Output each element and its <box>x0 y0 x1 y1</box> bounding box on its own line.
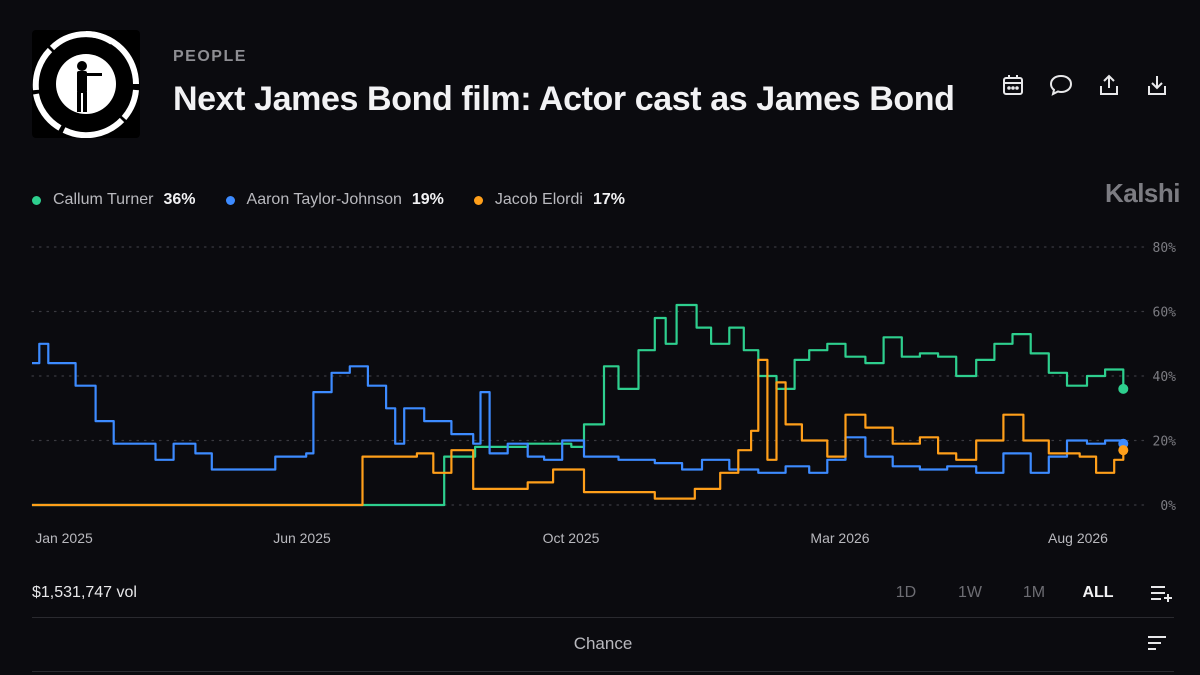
range-1w-button[interactable]: 1W <box>958 584 982 601</box>
toolbar <box>996 70 1174 100</box>
sort-icon[interactable] <box>1146 634 1168 652</box>
volume-label: $1,531,747 vol <box>32 584 137 601</box>
legend-item-callum-turner[interactable]: Callum Turner 36% <box>32 191 196 209</box>
legend-item-aaron-taylor-johnson[interactable]: Aaron Taylor-Johnson 19% <box>225 191 444 209</box>
download-icon <box>1148 76 1166 95</box>
bond-silhouette <box>77 61 102 112</box>
series-end-dot <box>1118 383 1129 394</box>
add-series-button[interactable] <box>1148 582 1174 604</box>
y-tick-label: 20% <box>1153 435 1177 450</box>
range-selector: 1D 1W 1M ALL <box>874 584 1130 602</box>
divider <box>32 617 1174 618</box>
x-tick-label: Jun 2025 <box>273 530 331 546</box>
x-tick-label: Aug 2026 <box>1048 530 1108 546</box>
legend-value: 19% <box>411 191 444 208</box>
legend-dot-jacob-elordi <box>473 195 483 205</box>
price-chart[interactable]: 80% 60% 40% 20% 0% Jan 2025 Jun 2025 Oct 2025 Ma… <box>0 230 1200 560</box>
legend-value: 36% <box>163 191 196 208</box>
chart-legend: Callum Turner 36% Aaron Taylor-Johnson 1… <box>32 191 625 209</box>
legend-dot-aaron-taylor-johnson <box>225 195 235 205</box>
category-label: PEOPLE <box>173 48 247 65</box>
calendar-icon <box>1003 75 1023 95</box>
list-add-icon <box>1151 586 1172 602</box>
gun-barrel-rifling <box>32 31 139 138</box>
footer-row: $1,531,747 vol 1D 1W 1M ALL <box>32 578 1174 608</box>
series-line-jacob-elordi <box>32 358 1125 507</box>
x-tick-label: Oct 2025 <box>543 530 600 546</box>
download-button[interactable] <box>1140 70 1174 100</box>
range-1d-button[interactable]: 1D <box>895 584 917 601</box>
share-icon <box>1100 74 1118 95</box>
range-1m-button[interactable]: 1M <box>1022 584 1046 601</box>
legend-name: Jacob Elordi <box>494 191 583 208</box>
range-all-button[interactable]: ALL <box>1082 584 1114 601</box>
comment-icon <box>1049 74 1073 96</box>
share-button[interactable] <box>1092 70 1126 100</box>
chance-row: Chance <box>32 628 1174 660</box>
legend-name: Callum Turner <box>53 191 154 208</box>
legend-item-jacob-elordi[interactable]: Jacob Elordi 17% <box>473 191 625 209</box>
chance-label: Chance <box>573 634 633 653</box>
bond-logo <box>32 30 140 138</box>
y-tick-label: 80% <box>1153 241 1177 256</box>
calendar-button[interactable] <box>996 70 1030 100</box>
series-line-callum-turner <box>32 303 1125 507</box>
divider <box>32 671 1174 672</box>
legend-value: 17% <box>592 191 625 208</box>
comment-button[interactable] <box>1044 70 1078 100</box>
x-tick-label: Jan 2025 <box>35 530 93 546</box>
y-tick-label: 0% <box>1160 499 1176 514</box>
y-tick-label: 40% <box>1153 370 1177 385</box>
kalshi-brand: Kalshi <box>1104 178 1181 208</box>
page-title: Next James Bond film: Actor cast as Jame… <box>173 80 955 118</box>
legend-dot-callum-turner <box>32 195 41 205</box>
legend-name: Aaron Taylor-Johnson <box>246 191 402 208</box>
y-tick-label: 60% <box>1153 306 1177 321</box>
series-end-dot <box>1118 445 1129 456</box>
x-tick-label: Mar 2026 <box>810 530 869 546</box>
series-line-aaron-taylor-johnson <box>32 342 1125 474</box>
